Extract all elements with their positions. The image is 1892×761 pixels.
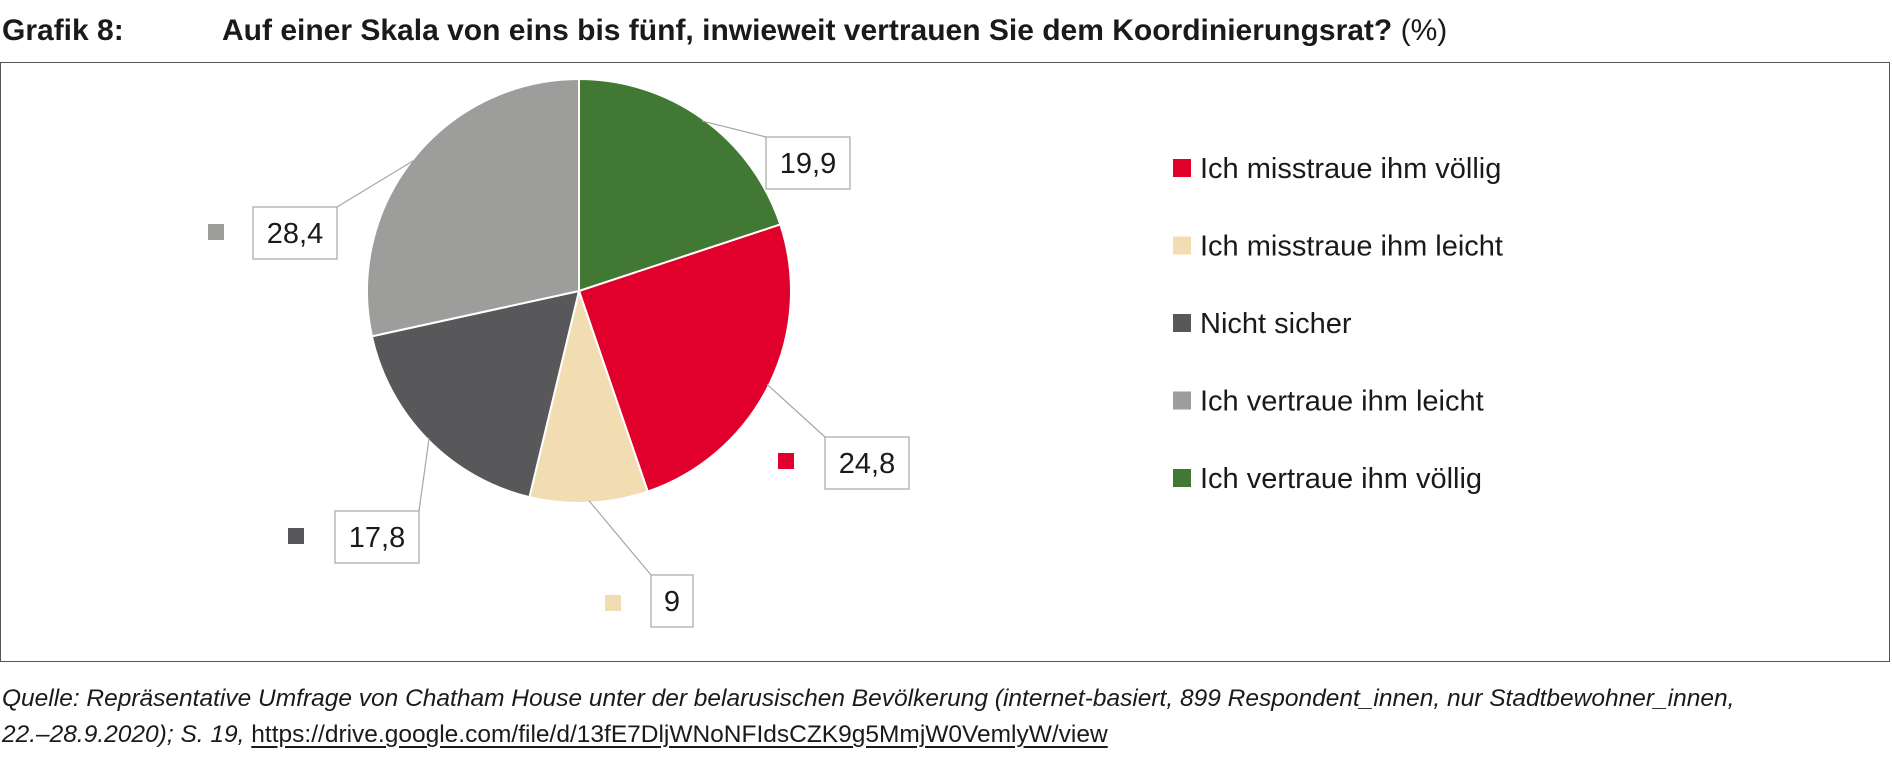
data-label-5: 28,4 — [267, 218, 323, 250]
data-label-box-2 — [824, 436, 910, 490]
data-label-1: 19,9 — [780, 148, 836, 180]
data-label-marker-3 — [605, 595, 621, 611]
leader-line-3 — [588, 500, 652, 576]
data-label-marker-4 — [288, 528, 304, 544]
data-label-box-4 — [334, 510, 420, 564]
leader-line-1 — [701, 120, 767, 138]
pie-slice-4 — [370, 289, 581, 499]
leader-line-5 — [336, 158, 416, 208]
data-label-marker-1 — [718, 152, 734, 168]
chart-unit: (%) — [1400, 14, 1448, 47]
legend-swatch-5 — [1173, 469, 1191, 487]
data-label-3: 9 — [664, 586, 680, 618]
chart-title-text: Auf einer Skala von eins bis fünf, inwie… — [222, 14, 1393, 47]
source-line-2: 22.–28.9.2020); S. 19, https://drive.goo… — [2, 717, 1892, 753]
source-line-2-text: 22.–28.9.2020); S. 19, — [2, 721, 245, 748]
data-label-box-3 — [650, 574, 694, 628]
legend-label-1: Ich misstraue ihm völlig — [1200, 153, 1501, 185]
data-label-box-5 — [252, 206, 338, 260]
chart-frame: 19,9 24,8 9 17,8 28,4 Ich misstraue ihm völl… — [0, 62, 1890, 662]
legend-label-3: Nicht sicher — [1200, 308, 1352, 340]
source-link[interactable]: https://drive.google.com/file/d/13fE7Dlj… — [251, 721, 1108, 748]
chart-title: Auf einer Skala von eins bis fünf, inwie… — [222, 14, 1447, 48]
pie-slices — [366, 77, 792, 504]
data-labels: 19,9 24,8 9 17,8 28,4 — [208, 120, 910, 628]
leader-line-2 — [766, 383, 826, 438]
source-line-1: Quelle: Repräsentative Umfrage von Chath… — [2, 685, 1735, 712]
pie-chart: 19,9 24,8 9 17,8 28,4 Ich misstraue ihm völl… — [208, 77, 1503, 628]
legend-swatch-2 — [1173, 236, 1191, 255]
legend-label-2: Ich misstraue ihm leicht — [1200, 231, 1503, 263]
chart-legend: Ich misstraue ihm völlig Ich misstraue ih… — [1173, 153, 1503, 495]
data-label-2: 24,8 — [839, 448, 895, 480]
pie-slice-3 — [528, 287, 650, 504]
legend-swatch-4 — [1173, 391, 1191, 410]
legend-swatch-1 — [1173, 159, 1191, 177]
legend-label-5: Ich vertraue ihm völlig — [1200, 463, 1482, 495]
figure-number: Grafik 8: — [2, 14, 124, 47]
source-note: Quelle: Repräsentative Umfrage von Chath… — [2, 681, 1892, 753]
data-label-marker-2 — [778, 453, 794, 469]
data-label-box-1 — [765, 136, 851, 190]
legend-label-4: Ich vertraue ihm leicht — [1200, 386, 1484, 418]
data-label-4: 17,8 — [349, 522, 405, 554]
data-label-marker-5 — [208, 224, 224, 240]
leader-line-4 — [418, 437, 430, 512]
legend-swatch-3 — [1173, 314, 1191, 332]
chart-header: Grafik 8: Auf einer Skala von eins bis f… — [0, 6, 1892, 52]
pie-slice-1 — [578, 77, 782, 293]
pie-slice-5 — [366, 77, 580, 338]
